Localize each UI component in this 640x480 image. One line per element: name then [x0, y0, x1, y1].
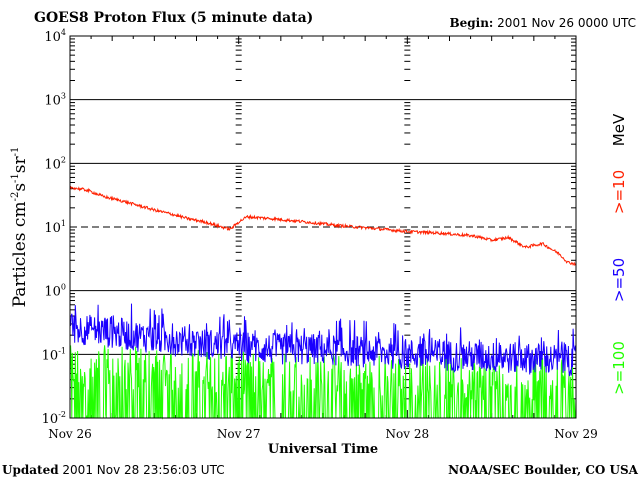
y-tick-exponent: -1 — [58, 346, 66, 355]
chart-title: GOES8 Proton Flux (5 minute data) — [34, 10, 313, 26]
source-credit: NOAA/SEC Boulder, CO USA — [448, 463, 639, 477]
y-tick-base: 10 — [44, 30, 61, 45]
y-tick-exponent: 1 — [61, 219, 66, 228]
legend-ge50: >=50 — [610, 258, 628, 302]
y-axis-label: Particles cm-2s-1sr-1 — [10, 147, 30, 308]
updated-timestamp: Updated 2001 Nov 28 23:56:03 UTC — [2, 463, 225, 477]
y-tick-exponent: 0 — [61, 283, 66, 292]
y-axis-label-exponent: -2 — [10, 192, 21, 202]
y-tick-label: 103 — [44, 92, 66, 109]
begin-label: Begin: — [449, 16, 493, 30]
energy-unit-label: MeV — [610, 113, 628, 146]
begin-timestamp: Begin: 2001 Nov 26 0000 UTC — [449, 16, 636, 30]
y-tick-exponent: 4 — [61, 28, 66, 37]
y-tick-base: 10 — [42, 348, 59, 363]
y-tick-label: 102 — [44, 155, 66, 172]
y-axis-label-unit: s — [10, 183, 30, 192]
plot-frame — [69, 35, 577, 419]
y-tick-exponent: -2 — [58, 410, 66, 419]
y-axis-label-exponent: -1 — [10, 173, 21, 183]
begin-value: 2001 Nov 26 0000 UTC — [493, 16, 636, 30]
y-tick-label: 100 — [44, 283, 66, 300]
y-tick-base: 10 — [44, 285, 61, 300]
y-axis-label-unit: sr — [10, 155, 30, 173]
y-axis-label-exponent: -1 — [10, 147, 21, 157]
y-tick-label: 104 — [44, 28, 66, 45]
y-tick-base: 10 — [44, 221, 61, 236]
y-tick-label: 10-1 — [42, 346, 66, 363]
x-tick-label: Nov 28 — [386, 427, 430, 441]
updated-label: Updated — [2, 463, 59, 477]
x-axis-label: Universal Time — [268, 442, 378, 457]
x-tick-label: Nov 27 — [217, 427, 261, 441]
y-tick-exponent: 2 — [61, 155, 66, 164]
legend-ge100: >=100 — [610, 341, 628, 395]
y-axis-label-base: Particles cm — [10, 201, 30, 307]
x-tick-label: Nov 29 — [554, 427, 598, 441]
series-line-ge10 — [69, 185, 577, 267]
y-tick-base: 10 — [42, 412, 59, 427]
y-tick-label: 10-2 — [42, 410, 66, 427]
y-tick-base: 10 — [44, 94, 61, 109]
legend-ge10: >=10 — [610, 170, 628, 214]
updated-value: 2001 Nov 28 23:56:03 UTC — [59, 463, 225, 477]
y-tick-base: 10 — [44, 157, 61, 172]
y-tick-label: 101 — [44, 219, 66, 236]
series-line-ge50 — [69, 303, 577, 377]
y-tick-exponent: 3 — [61, 92, 66, 101]
x-tick-label: Nov 26 — [48, 427, 92, 441]
